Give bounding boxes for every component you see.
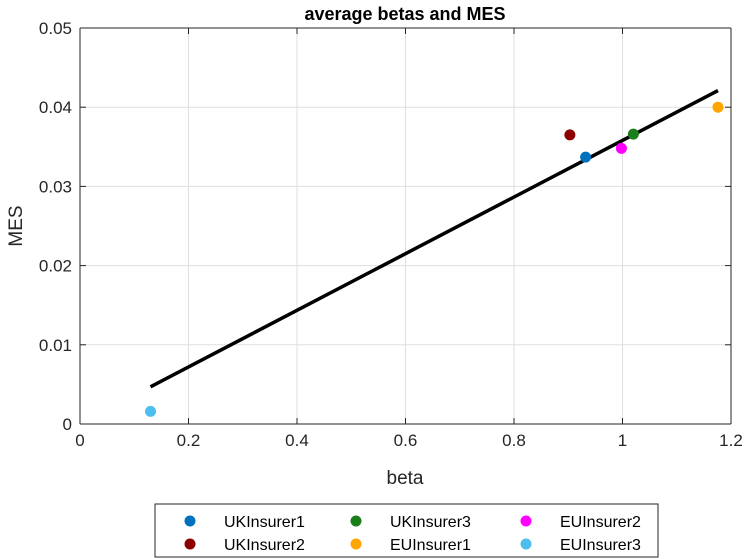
- y-axis-label: MES: [6, 205, 27, 246]
- x-tick-label: 0.8: [502, 431, 526, 450]
- regression-line: [149, 89, 719, 389]
- legend-marker-euinsurer1: [350, 538, 362, 550]
- x-tick-label: 1: [618, 431, 627, 450]
- y-tick-label: 0.04: [39, 98, 72, 117]
- legend-label-euinsurer1: EUInsurer1: [390, 537, 471, 554]
- point-ukinsurer3: [627, 128, 639, 140]
- legend-marker-ukinsurer3: [350, 515, 362, 527]
- data-points: [145, 101, 724, 417]
- y-tick-label: 0.02: [39, 257, 72, 276]
- legend-label-ukinsurer2: UKInsurer2: [224, 537, 305, 554]
- axes: [79, 27, 732, 425]
- legend: UKInsurer1 UKInsurer2 UKInsurer3 EUInsurer1…: [154, 503, 659, 558]
- legend-marker-ukinsurer1: [184, 515, 196, 527]
- x-tick-label: 1.2: [719, 431, 743, 450]
- point-euinsurer3: [145, 405, 157, 417]
- x-tick-label: 0.6: [394, 431, 418, 450]
- legend-label-euinsurer2: EUInsurer2: [560, 514, 641, 531]
- x-tick-label: 0.2: [177, 431, 201, 450]
- y-tick-label: 0: [63, 415, 72, 434]
- legend-box: [154, 503, 659, 558]
- y-tick-label: 0.05: [39, 19, 72, 38]
- x-tick-labels: 0 0.2 0.4 0.6 0.8 1 1.2: [75, 431, 743, 450]
- point-ukinsurer2: [564, 129, 576, 141]
- chart-title: average betas and MES: [304, 4, 505, 24]
- x-tick-label: 0.4: [285, 431, 309, 450]
- legend-marker-ukinsurer2: [184, 538, 196, 550]
- point-euinsurer2: [615, 142, 627, 154]
- legend-label-ukinsurer1: UKInsurer1: [224, 514, 305, 531]
- y-tick-label: 0.01: [39, 336, 72, 355]
- x-axis-label: beta: [387, 468, 424, 489]
- point-ukinsurer1: [580, 151, 592, 163]
- legend-marker-euinsurer2: [520, 515, 532, 527]
- regression-line-group: [149, 89, 719, 389]
- point-euinsurer1: [712, 101, 724, 113]
- legend-marker-euinsurer3: [520, 538, 532, 550]
- y-tick-label: 0.03: [39, 177, 72, 196]
- y-tick-labels: 0 0.01 0.02 0.03 0.04 0.05: [39, 19, 72, 434]
- legend-label-euinsurer3: EUInsurer3: [560, 537, 641, 554]
- x-tick-label: 0: [75, 431, 84, 450]
- legend-label-ukinsurer3: UKInsurer3: [390, 514, 471, 531]
